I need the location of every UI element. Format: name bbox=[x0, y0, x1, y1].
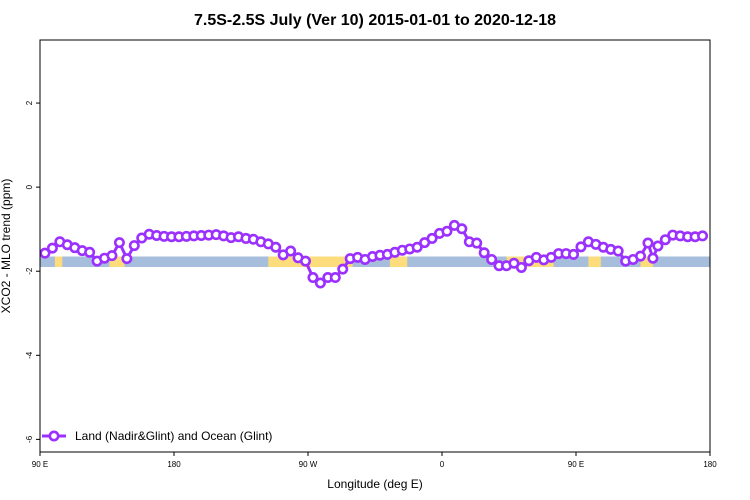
x-tick-label: 90 E bbox=[32, 460, 48, 469]
legend-label: Land (Nadir&Glint) and Ocean (Glint) bbox=[75, 429, 272, 443]
data-point bbox=[307, 272, 319, 284]
data-point bbox=[652, 240, 664, 252]
data-point bbox=[575, 241, 587, 253]
data-point bbox=[113, 237, 125, 249]
data-point bbox=[329, 272, 341, 284]
y-tick-label: 2 bbox=[25, 100, 34, 105]
data-point bbox=[478, 247, 490, 259]
y-tick-label: -6 bbox=[25, 435, 34, 443]
land-segment bbox=[640, 256, 653, 268]
y-tick-label: -2 bbox=[25, 267, 34, 275]
land-segment bbox=[389, 256, 408, 268]
x-axis-label: Longitude (deg E) bbox=[327, 477, 422, 491]
data-point bbox=[456, 223, 468, 235]
land-segment bbox=[109, 256, 125, 268]
x-tick-label: 90 W bbox=[299, 460, 318, 469]
chart-title: 7.5S-2.5S July (Ver 10) 2015-01-01 to 20… bbox=[194, 12, 556, 29]
data-point bbox=[121, 253, 133, 265]
legend-marker bbox=[48, 430, 60, 442]
x-axis: 90 E 180 90 W 0 90 E 180 bbox=[32, 452, 717, 469]
x-tick-label: 180 bbox=[703, 460, 717, 469]
y-axis: 2 0 -2 -4 -6 bbox=[25, 100, 40, 443]
x-tick-label: 90 E bbox=[568, 460, 584, 469]
data-point bbox=[337, 263, 349, 275]
ocean-band bbox=[40, 256, 710, 268]
data-point bbox=[300, 255, 312, 267]
legend: Land (Nadir&Glint) and Ocean (Glint) bbox=[42, 429, 272, 443]
data-point bbox=[39, 247, 51, 259]
data-point bbox=[697, 230, 709, 242]
data-point bbox=[441, 225, 453, 237]
data-point bbox=[426, 232, 438, 244]
x-tick-label: 0 bbox=[440, 460, 445, 469]
data-point bbox=[642, 237, 654, 249]
data-point bbox=[84, 246, 96, 258]
data-point bbox=[647, 252, 659, 264]
data-point bbox=[486, 253, 498, 265]
y-axis-label: XCO2 - MLO trend (ppm) bbox=[0, 179, 13, 314]
data-point bbox=[411, 241, 423, 253]
series-layer bbox=[39, 219, 709, 289]
data-point bbox=[568, 248, 580, 260]
data-point bbox=[285, 245, 297, 257]
data-point bbox=[314, 277, 326, 289]
data-point bbox=[659, 234, 671, 246]
land-segment bbox=[54, 256, 63, 268]
data-point bbox=[106, 250, 118, 262]
data-point bbox=[128, 240, 140, 252]
land-segment bbox=[588, 256, 601, 268]
plot-frame bbox=[39, 39, 711, 453]
y-tick-label: 0 bbox=[25, 184, 34, 189]
data-point bbox=[270, 241, 282, 253]
y-tick-label: -4 bbox=[25, 351, 34, 359]
x-tick-label: 180 bbox=[167, 460, 181, 469]
data-point bbox=[635, 250, 647, 262]
data-point bbox=[612, 245, 624, 257]
data-point bbox=[471, 237, 483, 249]
data-point bbox=[515, 261, 527, 273]
data-point bbox=[46, 242, 58, 254]
